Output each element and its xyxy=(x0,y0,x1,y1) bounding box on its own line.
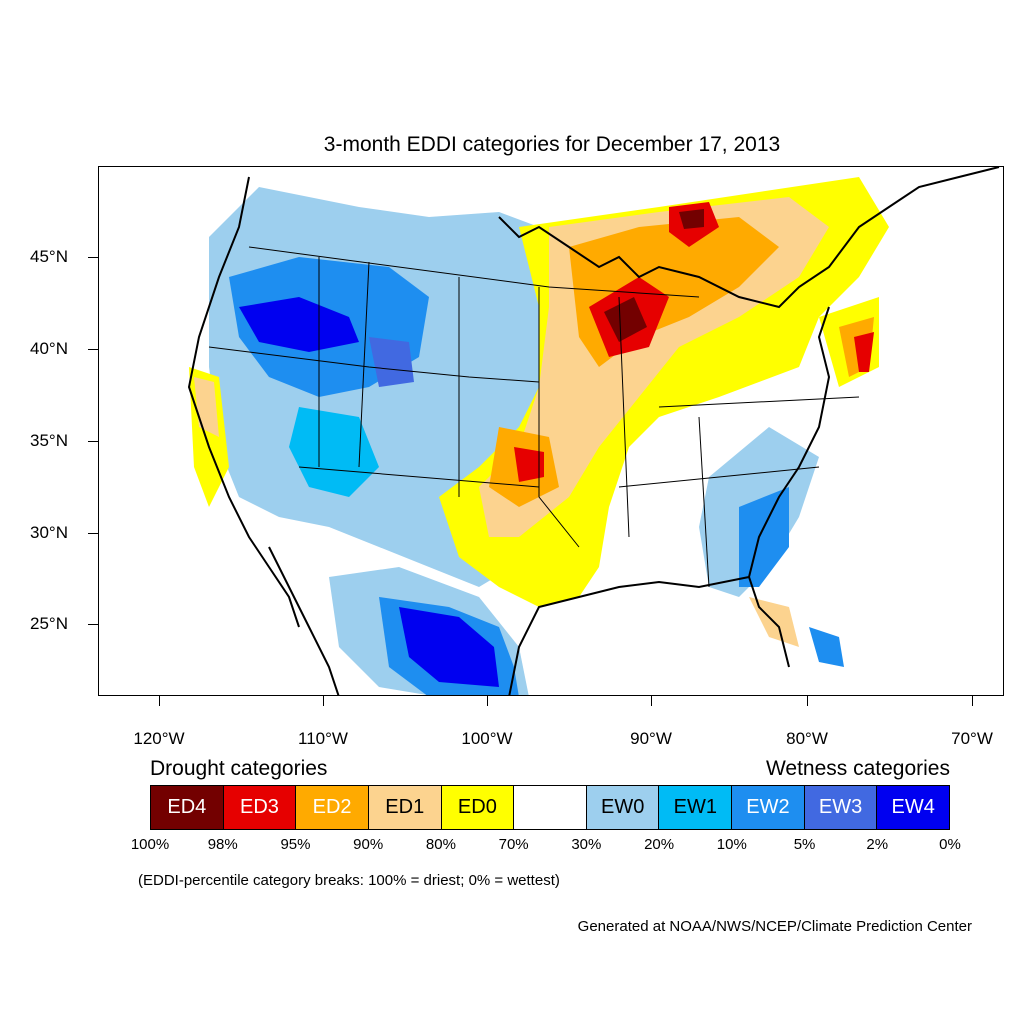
break-label: 20% xyxy=(644,836,675,853)
lat-tick-30 xyxy=(88,533,98,534)
lat-label-25: 25°N xyxy=(30,614,68,633)
coastline xyxy=(187,167,1000,695)
legend-color-bar: ED4 ED3 ED2 ED1 ED0 EW0 EW1 EW2 EW3 EW4 xyxy=(150,785,950,830)
lat-label-35: 35°N xyxy=(30,431,68,450)
break-label: 80% xyxy=(425,836,456,853)
legend-cell-ew2: EW2 xyxy=(732,786,805,829)
break-label: 2% xyxy=(866,836,889,853)
legend-cell-ew1: EW1 xyxy=(659,786,733,829)
break-label: 10% xyxy=(716,836,747,853)
legend-cell-ew3: EW3 xyxy=(804,786,878,829)
lon-label-110: 110°W xyxy=(298,729,348,748)
lat-tick-25 xyxy=(88,624,98,625)
lat-label-40: 40°N xyxy=(30,339,68,358)
lon-tick-80 xyxy=(807,696,808,706)
lon-tick-100 xyxy=(487,696,488,706)
lon-tick-90 xyxy=(651,696,652,706)
state-boundaries xyxy=(208,246,860,588)
break-label: 0% xyxy=(939,836,961,853)
lat-label-45: 45°N xyxy=(30,247,68,266)
break-label: 70% xyxy=(498,836,529,853)
legend-breaks: 100% 98% 95% 90% 80% 70% 30% 20% 10% 5% 2% 0% xyxy=(0,836,1024,856)
break-label: 98% xyxy=(207,836,238,853)
credit-text: Generated at NOAA/NWS/NCEP/Climate Predi… xyxy=(577,918,972,935)
lat-tick-40 xyxy=(88,349,98,350)
drought-categories-heading: Drought categories xyxy=(150,757,328,780)
lat-tick-35 xyxy=(88,441,98,442)
eddi-map xyxy=(187,167,1000,695)
legend-cell-neutral xyxy=(514,786,587,829)
map-title: 3-month EDDI categories for December 17,… xyxy=(323,133,781,156)
lon-label-100: 100°W xyxy=(461,729,513,748)
lat-tick-45 xyxy=(88,257,98,258)
map-frame xyxy=(98,166,1004,696)
wetness-west-region xyxy=(209,187,569,695)
break-label: 90% xyxy=(353,836,384,853)
breaks-note: (EDDI-percentile category breaks: 100% =… xyxy=(138,872,560,889)
lat-label-30: 30°N xyxy=(30,523,68,542)
lon-tick-70 xyxy=(972,696,973,706)
lon-tick-110 xyxy=(323,696,324,706)
lon-label-80: 80°W xyxy=(786,729,828,748)
break-label: 5% xyxy=(793,836,816,853)
legend-cell-ed1: ED1 xyxy=(368,786,442,829)
legend-cell-ed3: ED3 xyxy=(223,786,297,829)
legend-cell-ed0: ED0 xyxy=(441,786,515,829)
break-label: 95% xyxy=(280,836,311,853)
legend-cell-ew4: EW4 xyxy=(877,786,950,829)
lon-label-120: 120°W xyxy=(133,729,185,748)
lon-label-70: 70°W xyxy=(951,729,993,748)
break-label: 100% xyxy=(130,836,170,853)
legend-cell-ed4: ED4 xyxy=(151,786,224,829)
lon-label-90: 90°W xyxy=(630,729,672,748)
break-label: 30% xyxy=(571,836,602,853)
legend-cell-ed2: ED2 xyxy=(296,786,369,829)
legend-cell-ew0: EW0 xyxy=(586,786,660,829)
lon-tick-120 xyxy=(159,696,160,706)
wetness-categories-heading: Wetness categories xyxy=(765,757,950,780)
